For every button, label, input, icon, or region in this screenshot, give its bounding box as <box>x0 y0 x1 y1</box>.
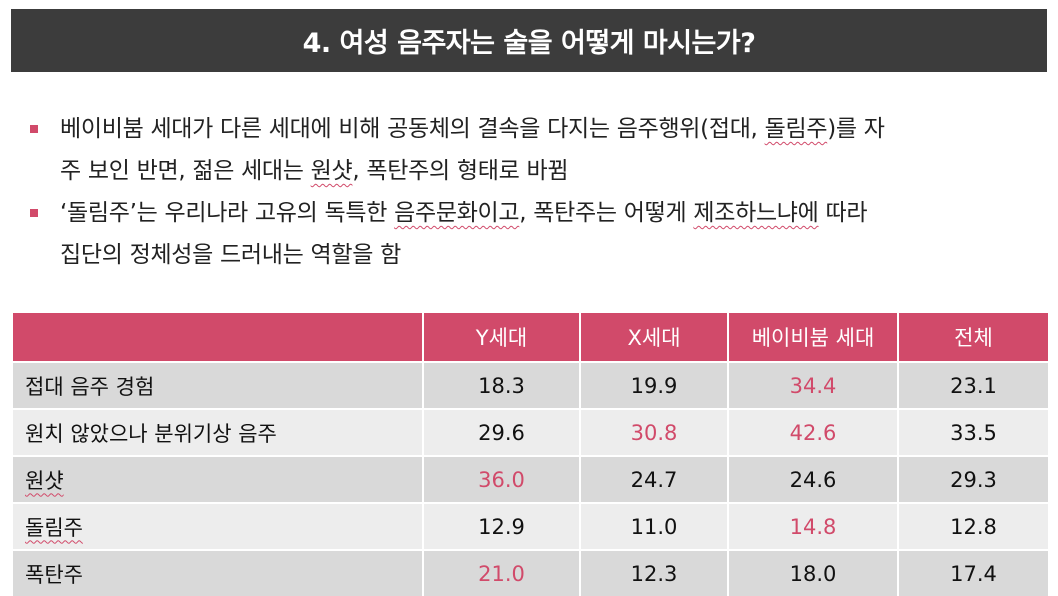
table-cell: 24.7 <box>580 455 729 503</box>
row-label: 돌림주 <box>13 502 424 550</box>
table-cell: 29.6 <box>423 408 581 456</box>
bullet-item: ‘돌림주’는 우리나라 고유의 독특한 음주문화이고, 폭탄주는 어떻게 제조하… <box>28 192 1028 276</box>
spellcheck-word: 음주문화이고 <box>394 200 520 226</box>
table-row: 폭탄주 21.0 12.3 18.0 17.4 <box>13 549 1048 596</box>
header-x-generation: X세대 <box>580 313 729 362</box>
table-cell: 24.6 <box>728 455 899 503</box>
table-cell: 29.3 <box>898 455 1048 503</box>
table-cell: 17.4 <box>898 549 1048 596</box>
spellcheck-word: 원샷 <box>310 158 353 184</box>
page-title: 4. 여성 음주자는 술을 어떻게 마시는가? <box>11 9 1047 72</box>
table-cell: 11.0 <box>580 502 729 550</box>
row-label: 원치 않았으나 분위기상 음주 <box>13 408 424 456</box>
table-cell: 34.4 <box>728 361 899 409</box>
header-y-generation: Y세대 <box>423 313 581 362</box>
page-title-text: 4. 여성 음주자는 술을 어떻게 마시는가? <box>302 28 756 59</box>
table-row: 원치 않았으나 분위기상 음주 29.6 30.8 42.6 33.5 <box>13 408 1048 456</box>
header-total: 전체 <box>898 313 1048 362</box>
drinking-behavior-table: Y세대 X세대 베이비붐 세대 전체 접대 음주 경험 18.3 19.9 34… <box>13 313 1048 596</box>
table-cell: 33.5 <box>898 408 1048 456</box>
table-row: 접대 음주 경험 18.3 19.9 34.4 23.1 <box>13 361 1048 409</box>
header-babyboom-generation: 베이비붐 세대 <box>728 313 899 362</box>
bullet-item: 베이비붐 세대가 다른 세대에 비해 공동체의 결속을 다지는 음주행위(접대,… <box>28 108 1028 192</box>
spellcheck-word: 돌림주 <box>764 116 828 142</box>
table-cell: 12.3 <box>580 549 729 596</box>
square-bullet-icon <box>30 125 38 133</box>
header-blank <box>13 313 424 362</box>
row-label: 원샷 <box>13 455 424 503</box>
square-bullet-icon <box>30 209 38 217</box>
table-cell: 14.8 <box>728 502 899 550</box>
table-header-row: Y세대 X세대 베이비붐 세대 전체 <box>13 313 1048 362</box>
table-cell: 23.1 <box>898 361 1048 409</box>
table-cell: 12.8 <box>898 502 1048 550</box>
row-label: 접대 음주 경험 <box>13 361 424 409</box>
table-row: 돌림주 12.9 11.0 14.8 12.8 <box>13 502 1048 550</box>
table-cell: 42.6 <box>728 408 899 456</box>
bullet-list: 베이비붐 세대가 다른 세대에 비해 공동체의 결속을 다지는 음주행위(접대,… <box>28 108 1028 276</box>
table-row: 원샷 36.0 24.7 24.6 29.3 <box>13 455 1048 503</box>
table-cell: 12.9 <box>423 502 581 550</box>
table-cell: 36.0 <box>423 455 581 503</box>
table-cell: 18.0 <box>728 549 899 596</box>
spellcheck-word: 제조하느냐에 <box>693 200 819 226</box>
table-cell: 21.0 <box>423 549 581 596</box>
table-cell: 19.9 <box>580 361 729 409</box>
table-cell: 18.3 <box>423 361 581 409</box>
table-cell: 30.8 <box>580 408 729 456</box>
row-label: 폭탄주 <box>13 549 424 596</box>
